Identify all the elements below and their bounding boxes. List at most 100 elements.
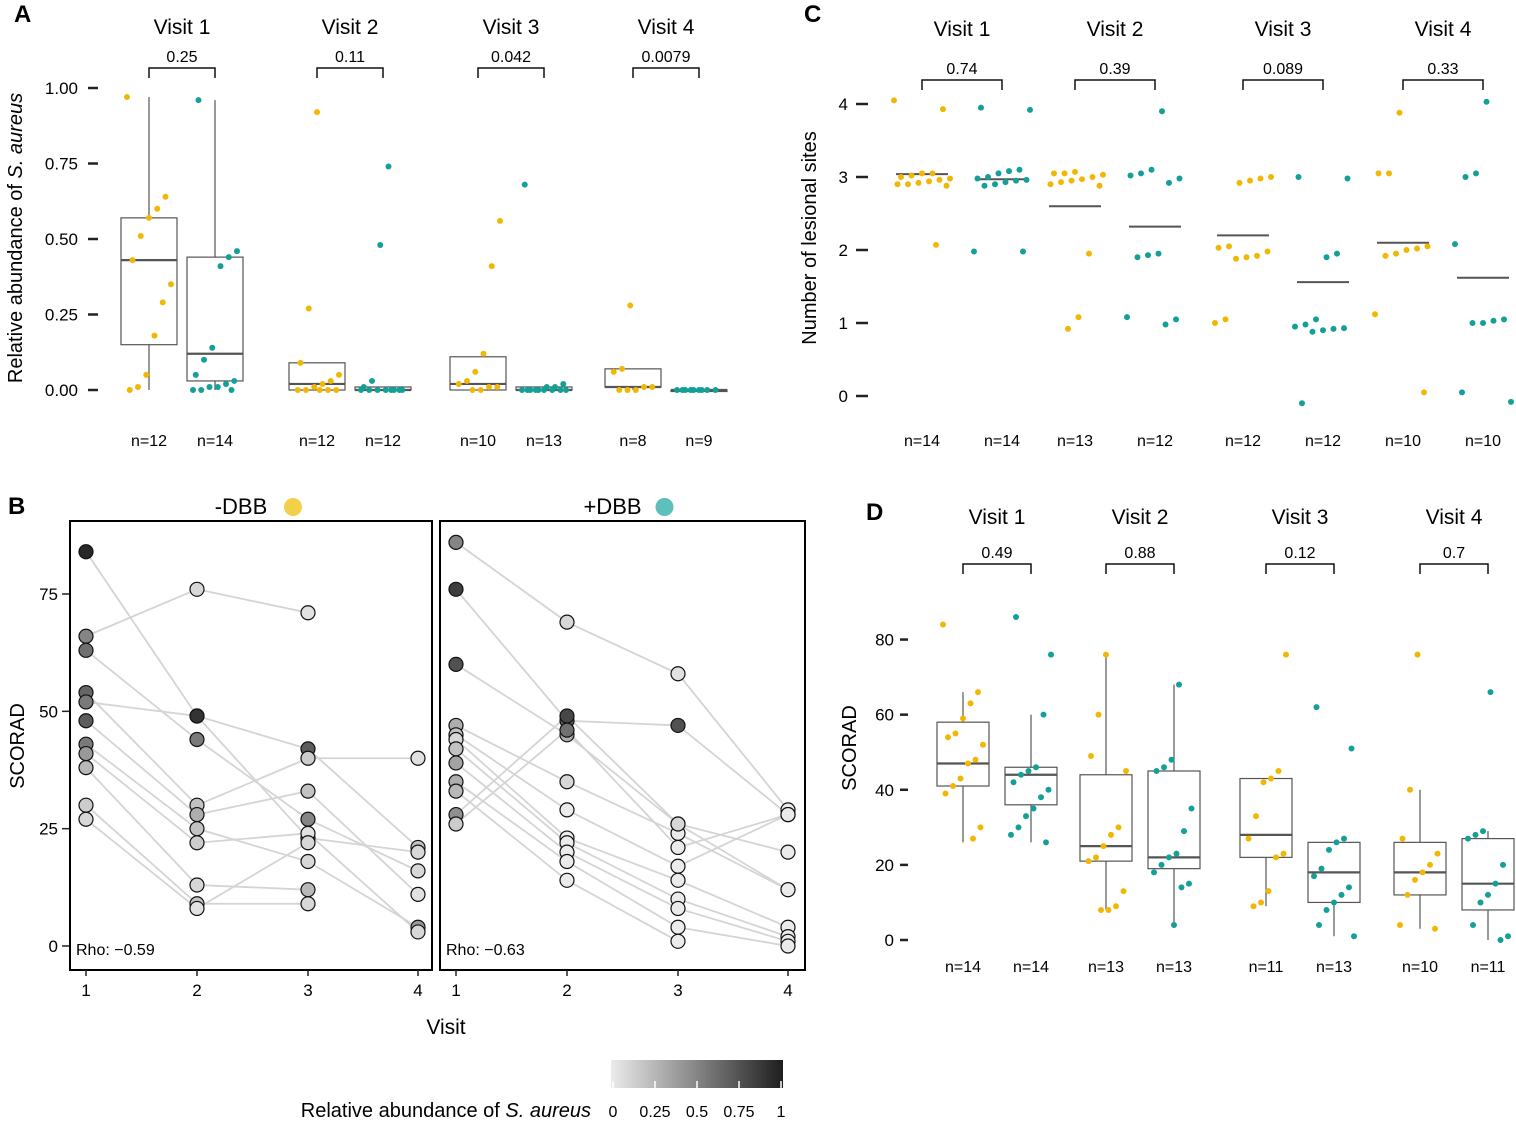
data-point <box>382 387 389 393</box>
facet-title: -DBB <box>215 494 268 519</box>
data-point <box>1025 768 1032 774</box>
x-tick-label: 2 <box>192 981 201 1000</box>
significance-bracket <box>921 79 1003 90</box>
p-value-label: 0.88 <box>1124 545 1155 562</box>
data-point <box>198 387 205 393</box>
data-point <box>1260 779 1267 786</box>
data-point <box>1421 389 1427 396</box>
subject-point <box>189 581 205 597</box>
subject-point <box>780 938 796 954</box>
data-point <box>933 241 939 248</box>
data-point <box>945 734 951 741</box>
data-point <box>1166 854 1172 861</box>
x-tick-label: 4 <box>413 981 422 1000</box>
significance-bracket <box>632 67 700 78</box>
subject-point <box>189 877 205 893</box>
data-point <box>1086 250 1092 257</box>
y-tick-label: 0 <box>839 387 848 406</box>
data-point <box>234 248 240 255</box>
box <box>186 256 244 382</box>
data-point <box>1407 786 1413 793</box>
subject-line <box>455 734 789 868</box>
data-point <box>1452 241 1458 248</box>
data-point <box>1318 865 1325 872</box>
data-point <box>1434 850 1441 857</box>
significance-bracket <box>1105 563 1175 574</box>
data-point <box>477 387 484 393</box>
data-point <box>472 368 479 375</box>
data-point <box>223 380 229 387</box>
data-point <box>1393 250 1399 257</box>
data-point <box>995 170 1002 177</box>
box <box>1393 841 1447 896</box>
data-point <box>1250 903 1257 910</box>
y-tick-label: 3 <box>839 168 848 187</box>
data-point <box>1008 831 1014 838</box>
data-point <box>898 174 904 180</box>
subject-point <box>300 811 316 827</box>
subject-line <box>455 748 789 938</box>
subject-line <box>455 728 789 849</box>
colorbar-tick-label: 0.25 <box>639 1104 670 1121</box>
data-point <box>1372 311 1378 318</box>
subject-point <box>78 713 94 729</box>
data-point <box>1061 170 1068 177</box>
data-point <box>942 790 949 797</box>
subject-line <box>455 724 789 891</box>
data-point <box>1465 835 1471 842</box>
data-point <box>940 106 946 113</box>
significance-bracket <box>148 67 216 78</box>
data-point <box>1346 884 1352 891</box>
data-point <box>519 387 525 393</box>
data-point <box>297 359 304 366</box>
significance-bracket <box>1242 79 1324 90</box>
subject-point <box>189 835 205 851</box>
subject-point <box>670 872 686 888</box>
data-point <box>972 756 979 763</box>
subject-point <box>189 806 205 823</box>
y-tick-label: 60 <box>875 706 894 725</box>
box <box>1079 774 1133 862</box>
data-point <box>1490 317 1497 324</box>
data-point <box>1040 711 1047 718</box>
data-point <box>1145 252 1151 259</box>
subject-point <box>78 544 94 560</box>
y-tick-label: 0.00 <box>45 381 78 400</box>
data-point <box>1323 906 1330 913</box>
colorbar-title: Relative abundance of S. aureus <box>301 1100 591 1122</box>
group-legend-dot <box>284 498 302 516</box>
subject-point <box>559 722 575 738</box>
p-value-label: 0.12 <box>1284 545 1315 562</box>
y-tick-label: 0.50 <box>45 230 78 249</box>
data-point <box>980 741 986 748</box>
sample-size-label: n=12 <box>299 433 335 450</box>
data-point <box>1268 174 1274 180</box>
data-point <box>940 621 946 628</box>
data-point <box>1233 255 1239 262</box>
data-point <box>1459 389 1465 396</box>
data-point <box>632 387 639 393</box>
data-point <box>1280 850 1287 857</box>
subject-point <box>448 741 464 757</box>
data-point <box>549 387 556 393</box>
data-point <box>1168 756 1175 763</box>
data-point <box>195 97 202 104</box>
data-point <box>1048 651 1054 658</box>
subject-point <box>410 863 426 879</box>
subject-line <box>85 701 419 854</box>
data-point <box>926 178 932 185</box>
data-point <box>1047 181 1054 188</box>
data-point <box>1264 248 1271 255</box>
y-tick-label: 0.75 <box>45 155 78 174</box>
sample-size-label: n=10 <box>1465 433 1501 450</box>
data-point <box>1103 651 1109 658</box>
data-point <box>1178 884 1185 891</box>
data-point <box>610 368 617 375</box>
data-point <box>1348 745 1355 752</box>
data-point <box>985 174 991 180</box>
data-point <box>1176 175 1183 182</box>
subject-point <box>670 666 686 682</box>
data-point <box>137 232 144 239</box>
box <box>936 721 990 787</box>
sample-size-label: n=14 <box>984 433 1020 450</box>
